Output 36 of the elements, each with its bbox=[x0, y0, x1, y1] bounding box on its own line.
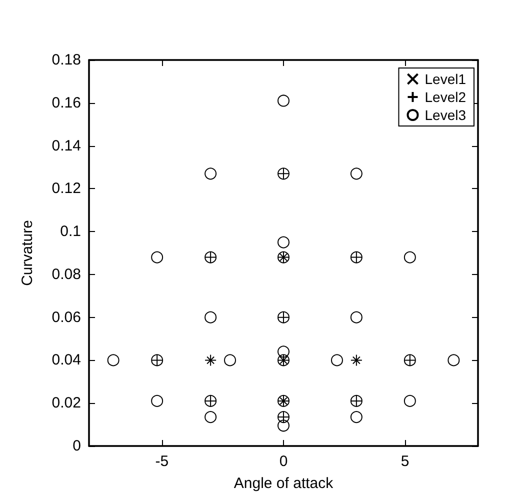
y-tick-label: 0.1 bbox=[60, 223, 81, 240]
y-tick-label: 0.06 bbox=[52, 308, 81, 326]
y-tick-label: 0.18 bbox=[52, 52, 81, 68]
point bbox=[350, 411, 362, 424]
y-tick-label: 0.02 bbox=[52, 394, 81, 412]
legend-label: Level2 bbox=[424, 89, 466, 105]
point bbox=[278, 236, 290, 248]
y-axis-title: Curvature bbox=[19, 220, 36, 286]
y-tick-label: 0.16 bbox=[52, 94, 81, 112]
point bbox=[404, 251, 416, 264]
point bbox=[350, 311, 362, 324]
x-tick-label: -5 bbox=[155, 453, 169, 470]
point bbox=[278, 94, 290, 107]
point bbox=[204, 311, 217, 324]
point bbox=[331, 354, 343, 366]
point bbox=[448, 354, 460, 366]
y-tick-label: 0.04 bbox=[52, 352, 81, 369]
y-tick-label: 0.12 bbox=[52, 180, 81, 198]
point bbox=[107, 354, 120, 366]
y-tick-label: 0 bbox=[72, 438, 81, 454]
point bbox=[224, 354, 236, 366]
point bbox=[151, 251, 164, 264]
point bbox=[350, 168, 362, 180]
y-tick-label: 0.08 bbox=[52, 266, 81, 283]
legend-label: Level3 bbox=[424, 107, 466, 123]
point bbox=[278, 420, 290, 432]
point bbox=[278, 346, 290, 358]
x-tick-label: 0 bbox=[279, 453, 288, 470]
x-axis-title: Angle of attack bbox=[234, 475, 334, 492]
x-tick-label: 5 bbox=[400, 453, 410, 470]
y-tick-label: 0.14 bbox=[52, 137, 81, 154]
point bbox=[151, 394, 164, 407]
point bbox=[404, 394, 416, 407]
point bbox=[204, 168, 217, 180]
legend-label: Level1 bbox=[424, 71, 466, 87]
point bbox=[204, 411, 217, 424]
